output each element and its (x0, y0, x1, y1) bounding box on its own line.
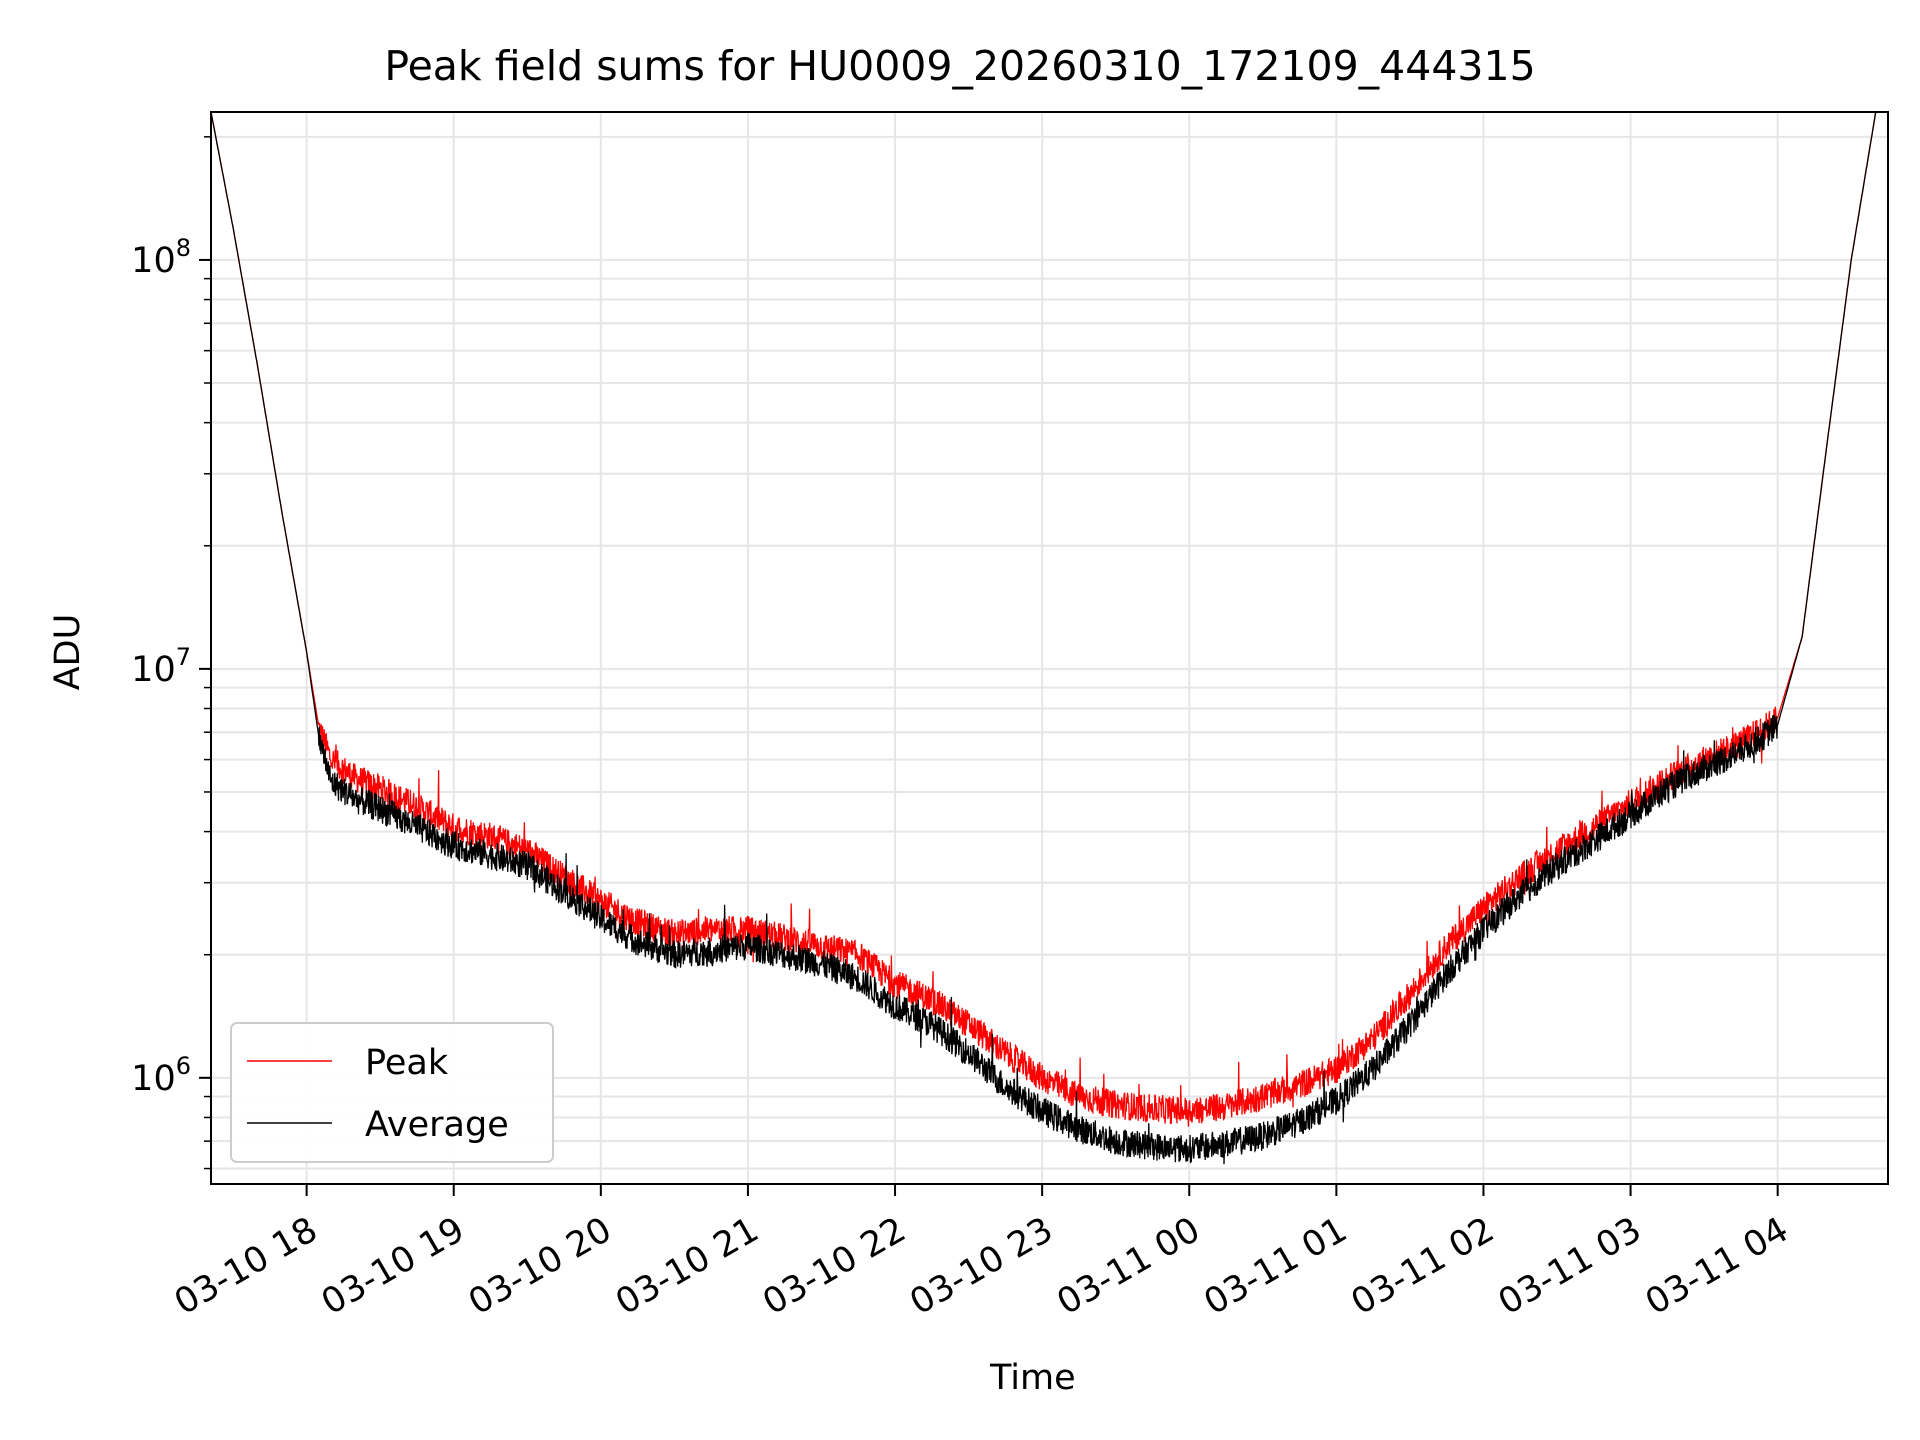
chart-title: Peak field sums for HU0009_20260310_1721… (384, 42, 1536, 90)
legend-label-average: Average (365, 1105, 509, 1145)
x-tick-label: 03-11 01 (1198, 1210, 1354, 1323)
y-tick-label: 107 (131, 643, 191, 690)
x-tick-label: 03-11 00 (1051, 1210, 1207, 1323)
legend-label-peak: Peak (365, 1043, 449, 1083)
series-line-average (211, 112, 1877, 1165)
x-tick-label: 03-10 21 (609, 1210, 765, 1323)
x-axis-label: Time (990, 1358, 1076, 1398)
x-tick-label: 03-11 03 (1492, 1210, 1648, 1323)
x-tick-label: 03-10 20 (462, 1210, 618, 1323)
y-axis-ticks: 106 107 108 (131, 136, 211, 1170)
plot-frame (210, 111, 1889, 1185)
y-axis-label: ADU (48, 613, 88, 691)
y-tick-label: 108 (131, 234, 191, 281)
y-tick-label: 106 (131, 1052, 191, 1099)
x-tick-label: 03-10 18 (168, 1210, 324, 1323)
series-layer (211, 112, 1877, 1165)
x-tick-label: 03-10 19 (315, 1210, 471, 1323)
grid-lines (211, 112, 1888, 1184)
legend: Peak Average (230, 1022, 554, 1163)
x-tick-label: 03-10 23 (903, 1210, 1059, 1323)
x-tick-label: 03-11 04 (1639, 1210, 1795, 1323)
x-tick-label: 03-10 22 (756, 1210, 912, 1323)
series-line-peak (211, 112, 1877, 1127)
legend-box (230, 1022, 554, 1163)
x-tick-label: 03-11 02 (1345, 1210, 1501, 1323)
